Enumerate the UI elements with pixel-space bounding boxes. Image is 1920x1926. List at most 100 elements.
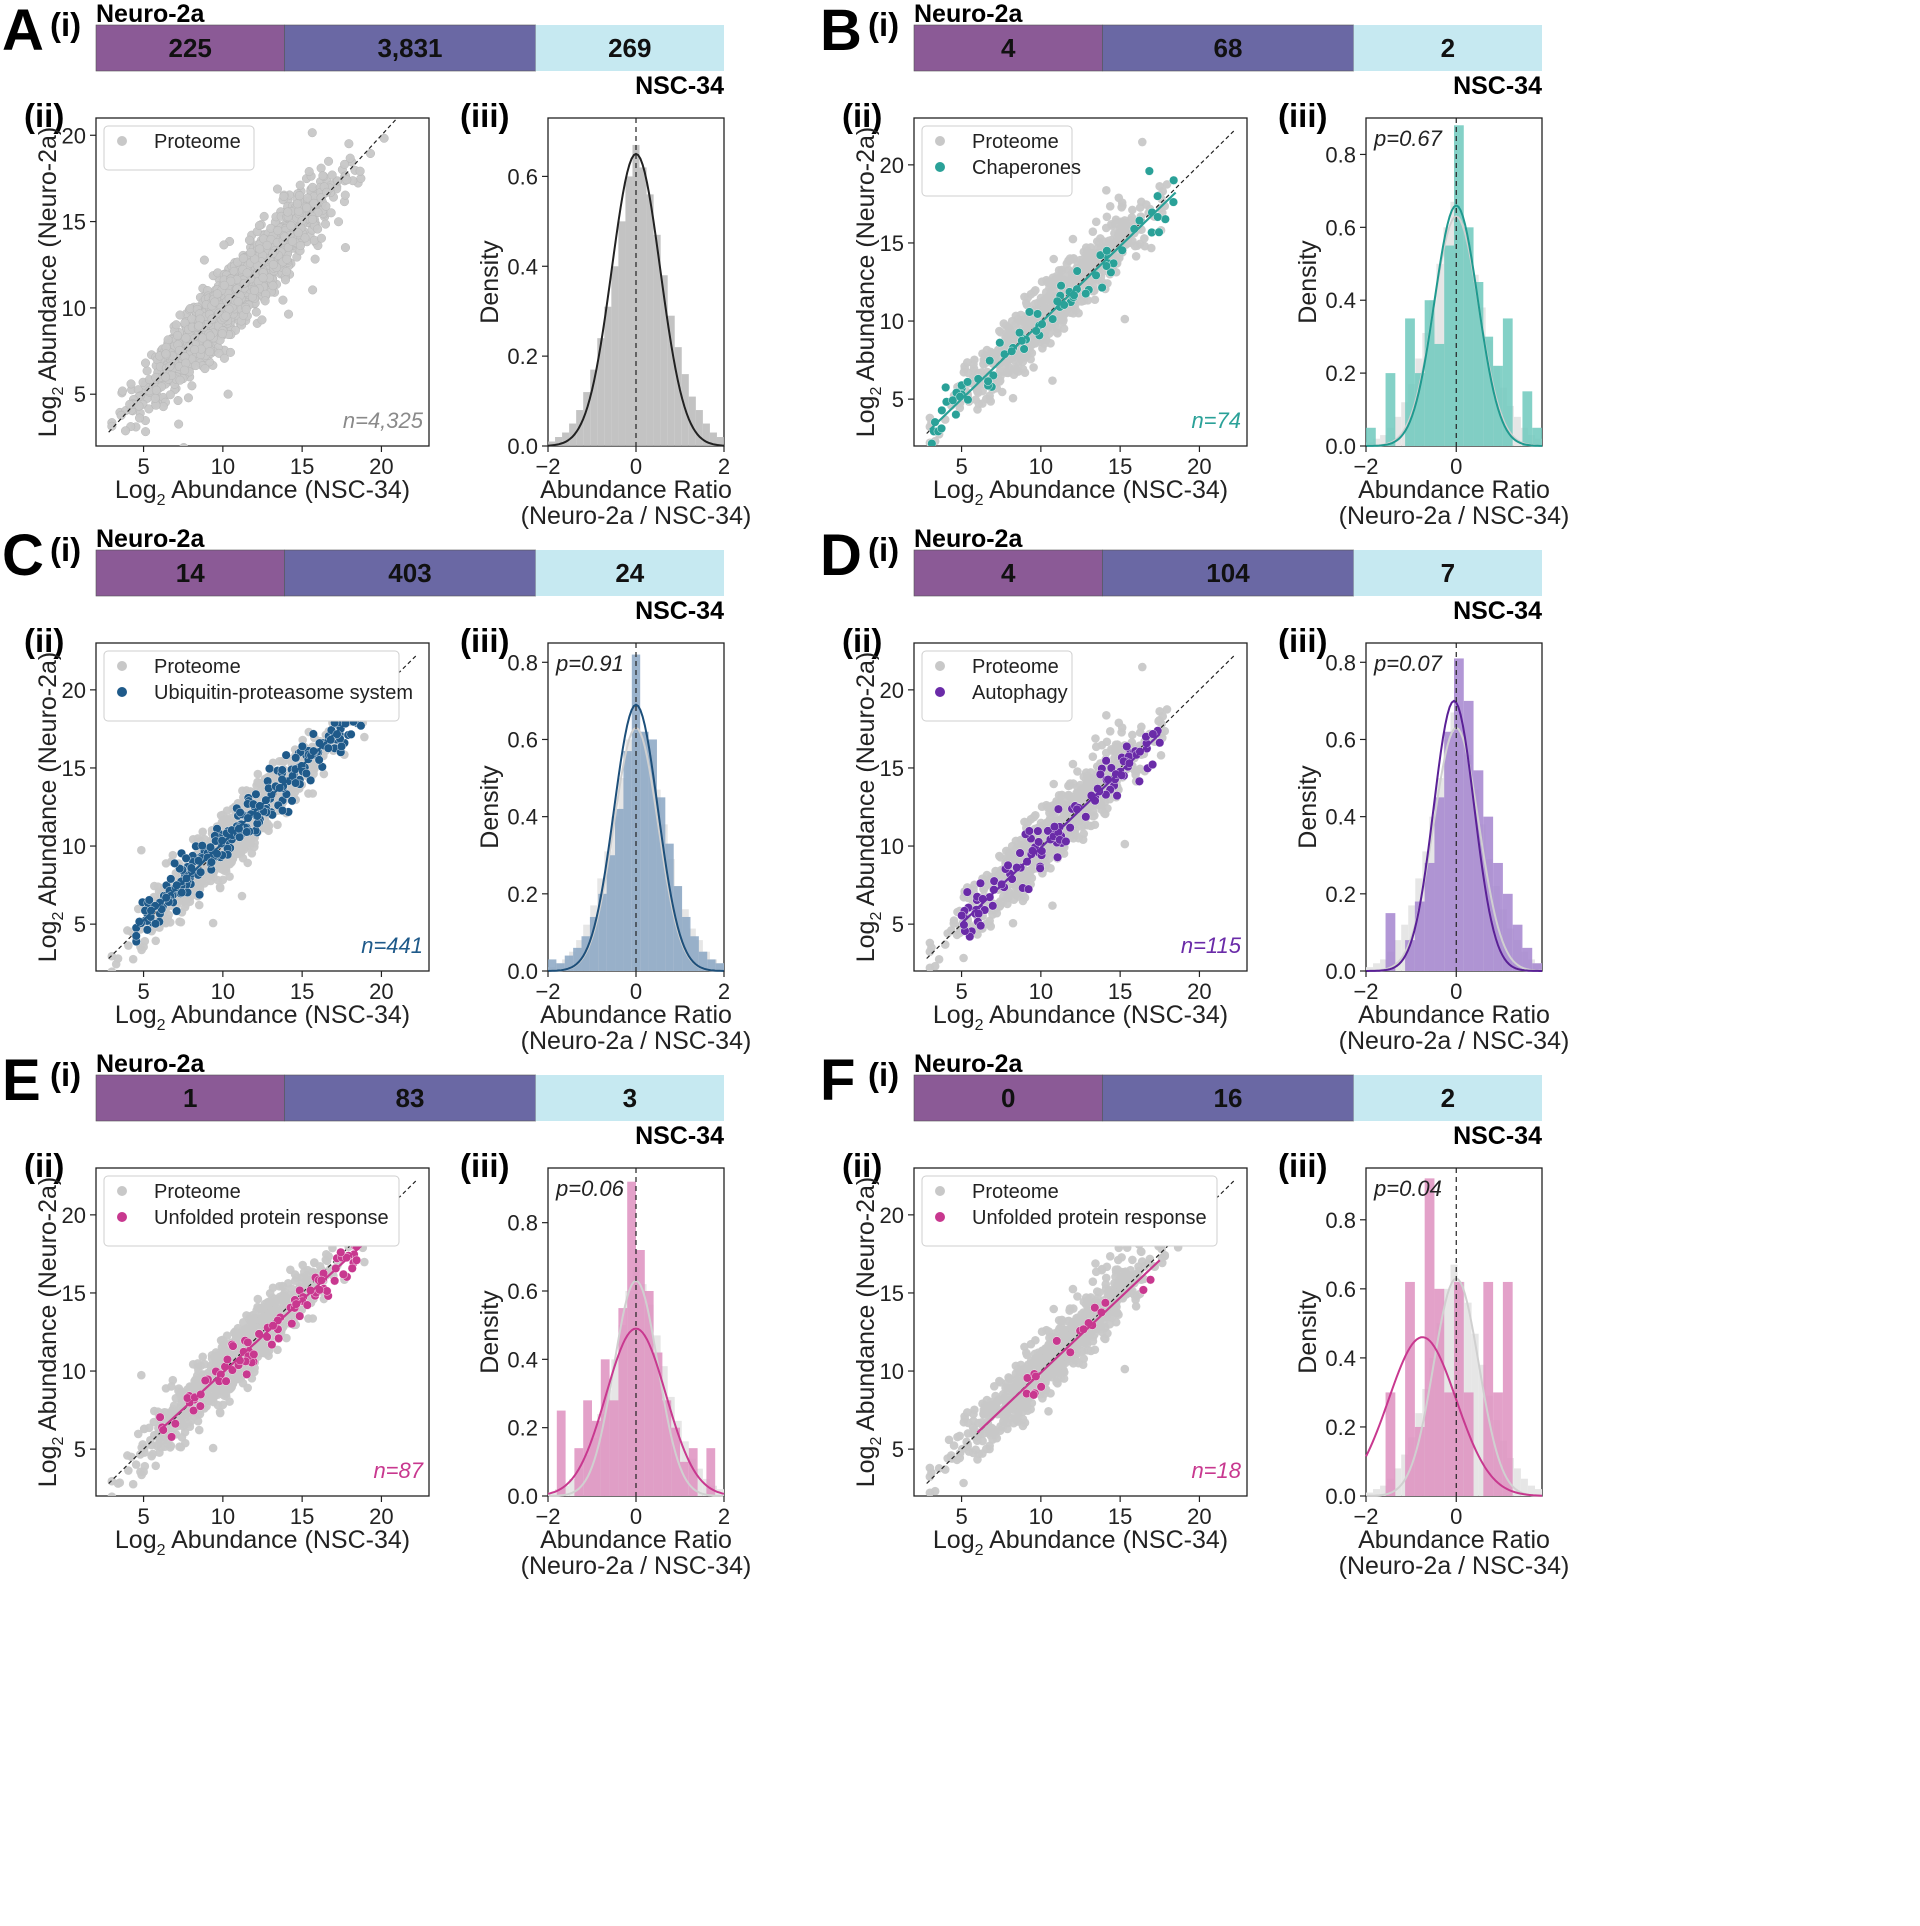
highlight-point: [1024, 307, 1034, 317]
proteome-point: [996, 852, 1005, 862]
y-tick-label: 0.2: [507, 344, 538, 369]
proteome-point: [237, 891, 247, 901]
proteome-point: [158, 402, 168, 412]
proteome-point: [175, 345, 185, 355]
histogram-bar: [632, 144, 640, 446]
x-tick-label: 0: [630, 979, 642, 1004]
highlight-point: [1144, 166, 1154, 176]
reference-bar: [1513, 416, 1521, 446]
highlight-point: [172, 880, 182, 890]
proteome-point: [116, 410, 126, 420]
highlight-point: [936, 423, 946, 433]
proteome-point: [1048, 376, 1057, 385]
regression-line: [134, 702, 367, 929]
kde-curve: [1365, 204, 1542, 447]
proteome-point: [302, 203, 312, 213]
histogram-bar: [688, 396, 696, 446]
y-tick-label: 0.6: [1325, 215, 1356, 240]
proteome-point: [226, 276, 236, 286]
highlight-point: [308, 729, 318, 739]
histogram-bar: [1366, 427, 1376, 446]
histogram-bar: [1473, 282, 1484, 446]
y-tick-label: 10: [62, 834, 86, 859]
proteome-point: [332, 176, 342, 186]
proteome-point: [286, 221, 296, 231]
proteome-point: [151, 372, 161, 383]
x-axis-label-sub: (Neuro-2a / NSC-34): [1339, 502, 1570, 530]
p-value: p=0.67: [1373, 126, 1443, 151]
highlight-point: [1015, 328, 1025, 338]
reference-bar: [1380, 435, 1388, 446]
highlight-point: [131, 931, 141, 941]
proteome-point: [304, 166, 314, 177]
sub-label-ii: (ii): [842, 97, 882, 134]
proteome-point: [355, 166, 365, 176]
y-tick-label: 10: [62, 296, 86, 321]
legend: Proteome: [103, 125, 255, 171]
proteome-point: [310, 254, 320, 264]
highlight-point: [1153, 212, 1163, 222]
proteome-point: [191, 361, 201, 371]
proteome-point: [1102, 737, 1112, 747]
proteome-point: [279, 191, 289, 201]
n-annotation: n=4,325: [343, 408, 424, 433]
proteome-point: [986, 922, 996, 931]
highlight-point: [1056, 281, 1066, 291]
proteome-point: [258, 273, 268, 283]
cell-line-label-bottom: NSC-34: [1453, 597, 1542, 625]
proteome-point: [260, 296, 270, 306]
reference-bar: [1394, 416, 1402, 446]
y-tick-label: 0.0: [1325, 434, 1356, 459]
proteome-point: [254, 220, 264, 231]
highlight-point: [323, 743, 333, 753]
overlap-segment: [913, 549, 1103, 597]
proteome-point: [971, 395, 981, 405]
histogram-bar: [716, 437, 724, 446]
proteome-point: [205, 331, 215, 341]
proteome-point: [1137, 662, 1147, 672]
proteome-point: [1048, 273, 1058, 282]
proteome-point: [1091, 217, 1101, 227]
highlight-point: [251, 789, 261, 799]
proteome-point: [208, 918, 218, 928]
proteome-point: [268, 260, 278, 270]
proteome-point: [199, 255, 209, 265]
y-tick-label: 20: [880, 153, 904, 178]
proteome-point: [1130, 241, 1140, 251]
proteome-point: [134, 401, 144, 411]
histogram-bar: [555, 437, 563, 446]
proteome-point: [995, 377, 1004, 386]
proteome-point: [150, 393, 160, 403]
legend-marker: [117, 687, 127, 697]
proteome-point: [1049, 779, 1059, 789]
highlight-point: [1091, 270, 1101, 280]
histogram-bar: [548, 959, 557, 971]
histogram-bar: [556, 963, 565, 971]
highlight-point: [1168, 197, 1178, 207]
proteome-point: [171, 320, 181, 330]
proteome-point: [1016, 310, 1026, 320]
proteome-point: [245, 838, 254, 848]
y-tick-label: 5: [892, 387, 904, 412]
proteome-point: [1029, 363, 1038, 372]
x-tick-label: 2: [718, 454, 730, 479]
highlight-point: [941, 382, 951, 392]
histogram-bar: [604, 306, 612, 446]
proteome-point: [316, 193, 326, 203]
highlight-point: [281, 750, 291, 760]
proteome-point: [298, 735, 307, 745]
histogram-bar: [709, 432, 717, 446]
x-tick-label: 0: [1450, 454, 1462, 479]
highlight-point: [235, 807, 245, 817]
proteome-point: [250, 286, 260, 296]
proteome-point: [1117, 222, 1127, 231]
proteome-point: [128, 954, 138, 964]
overlap-segment: [284, 549, 536, 597]
proteome-point: [281, 267, 291, 277]
proteome-point: [1068, 234, 1078, 244]
cell-line-label-top: Neuro-2a: [96, 525, 205, 553]
proteome-point: [163, 335, 173, 345]
cell-line-label-top: Neuro-2a: [914, 0, 1023, 28]
proteome-point: [108, 448, 117, 457]
